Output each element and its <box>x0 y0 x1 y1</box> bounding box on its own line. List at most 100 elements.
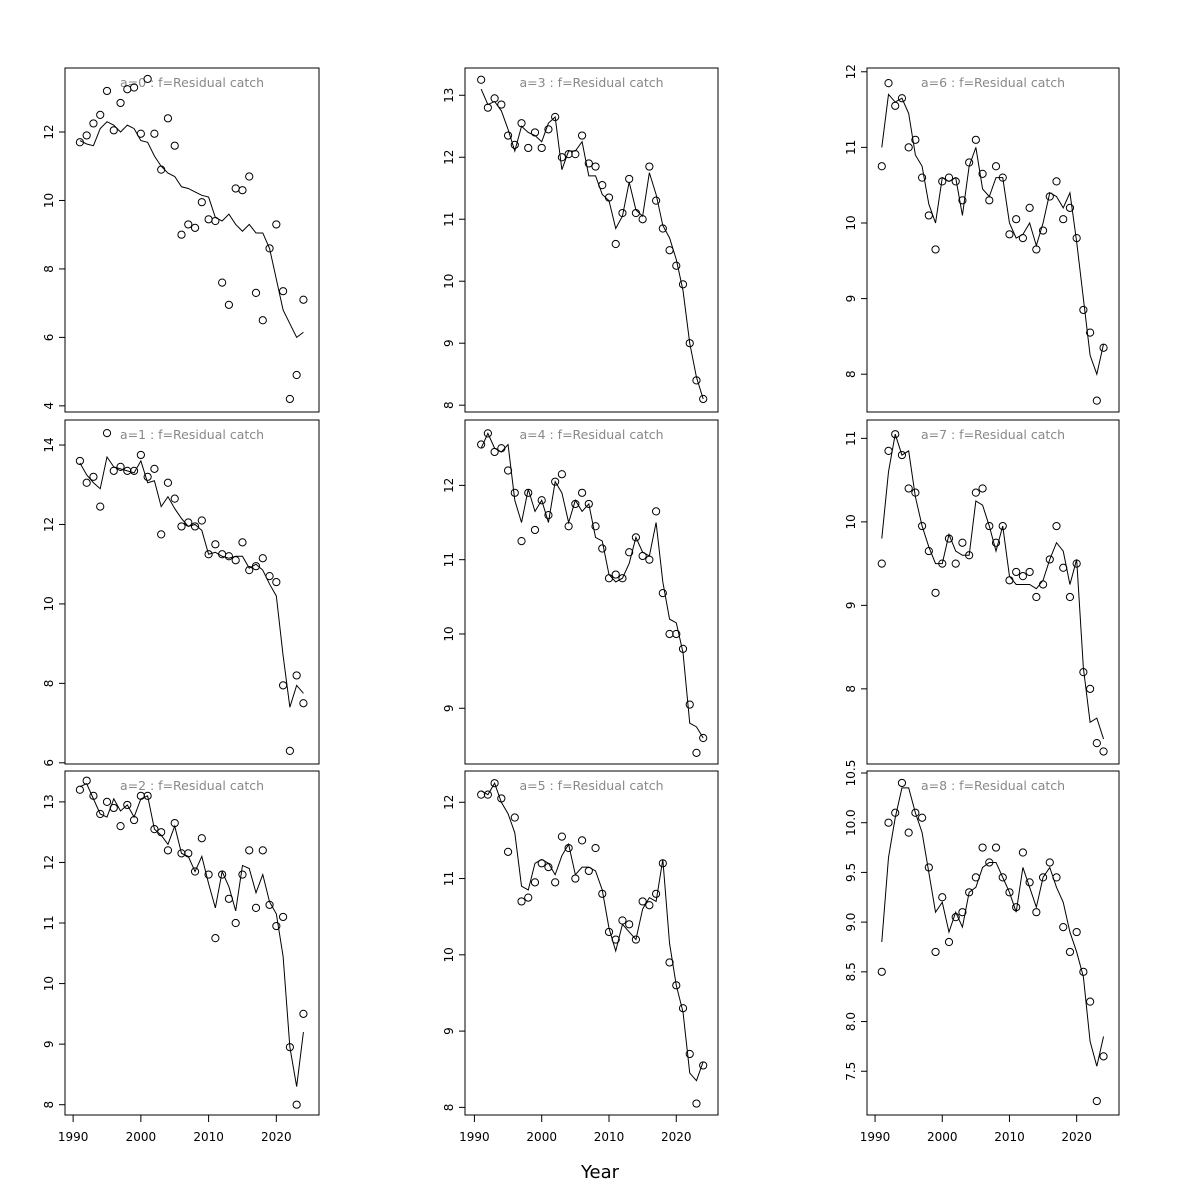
y-tick-label: 8 <box>42 1101 56 1109</box>
data-point <box>143 472 152 481</box>
data-point <box>978 484 987 493</box>
data-point <box>537 496 546 505</box>
data-point <box>143 74 152 84</box>
data-point <box>699 394 708 404</box>
panel-title: a=5 : f=Residual catch <box>519 778 663 793</box>
data-point <box>591 162 600 171</box>
data-point <box>557 832 566 841</box>
data-point <box>299 295 308 304</box>
panel-title: a=3 : f=Residual catch <box>519 75 663 90</box>
data-point <box>897 778 907 788</box>
data-point <box>604 574 614 583</box>
data-point <box>292 370 301 380</box>
data-point <box>904 143 913 152</box>
data-point <box>211 540 220 549</box>
data-point <box>658 589 667 598</box>
data-point <box>877 162 886 171</box>
data-point <box>224 552 234 561</box>
data-point <box>285 394 294 404</box>
data-point <box>238 186 247 195</box>
data-point <box>877 559 886 568</box>
data-point <box>163 478 173 487</box>
data-point <box>150 464 159 473</box>
data-point <box>197 198 206 207</box>
y-tick-label: 10 <box>42 596 56 611</box>
data-point <box>584 499 593 509</box>
data-point <box>1065 592 1075 602</box>
data-point <box>1059 215 1068 224</box>
y-tick-label: 10 <box>442 947 456 962</box>
data-point <box>530 878 540 887</box>
data-point <box>638 897 647 906</box>
data-point <box>1018 572 1028 581</box>
plot-frame <box>464 67 719 413</box>
data-point <box>129 466 139 475</box>
data-point <box>299 1009 308 1018</box>
x-tick-label: 2010 <box>994 1130 1025 1144</box>
fit-line <box>79 783 304 1087</box>
data-point <box>258 554 267 563</box>
y-tick-label: 9 <box>844 295 858 303</box>
y-tick-label: 8 <box>42 265 56 273</box>
data-point <box>998 873 1007 882</box>
data-point <box>1065 947 1075 957</box>
data-point <box>944 937 954 947</box>
data-point <box>692 1099 701 1108</box>
panel-title: a=1 : f=Residual catch <box>120 427 264 442</box>
data-point <box>184 220 193 229</box>
data-point <box>1072 927 1081 937</box>
data-point <box>897 450 907 460</box>
data-point <box>931 947 940 957</box>
data-point <box>591 522 600 531</box>
data-point <box>911 135 920 144</box>
x-tick-label: 2020 <box>261 1130 292 1144</box>
y-tick-label: 10 <box>442 626 456 641</box>
data-point <box>109 126 118 135</box>
y-tick-label: 8 <box>844 685 858 693</box>
data-point <box>665 958 674 967</box>
data-point <box>631 533 641 542</box>
data-point <box>75 785 85 794</box>
y-tick-label: 11 <box>844 140 858 155</box>
data-point <box>143 791 152 800</box>
data-point <box>678 280 688 289</box>
data-point <box>672 981 681 990</box>
data-point <box>991 162 1001 171</box>
data-point <box>197 516 206 525</box>
data-point <box>891 808 900 817</box>
data-point <box>1079 305 1088 315</box>
x-tick-label: 1990 <box>58 1130 89 1144</box>
x-tick-label: 2020 <box>661 1130 692 1144</box>
plot-frame <box>64 67 320 413</box>
data-point <box>116 822 125 831</box>
data-point <box>958 538 967 547</box>
data-point <box>530 525 540 535</box>
data-point <box>116 462 125 471</box>
panel: a=4 : f=Residual catch 9 10 11 12 <box>442 419 719 765</box>
data-point <box>571 150 580 159</box>
data-point <box>483 790 492 799</box>
x-tick-label: 2000 <box>526 1130 557 1144</box>
data-point <box>891 101 900 110</box>
data-point <box>150 129 159 138</box>
panel: a=6 : f=Residual catch 8 9 10 11 12 <box>844 64 1120 413</box>
x-axis-label: Year <box>580 1162 620 1183</box>
data-point <box>238 870 247 879</box>
fit-line <box>881 434 1105 740</box>
y-tick-label: 10 <box>442 274 456 289</box>
data-point <box>985 196 994 205</box>
y-tick-label: 8 <box>442 401 456 409</box>
data-point <box>75 456 85 466</box>
data-point <box>625 548 634 557</box>
data-point <box>490 779 499 788</box>
data-point <box>497 100 506 109</box>
data-point <box>971 135 980 144</box>
data-point <box>884 818 893 827</box>
data-point <box>911 808 920 817</box>
data-point <box>1032 592 1041 602</box>
data-point <box>651 889 661 898</box>
data-point <box>82 131 91 140</box>
x-tick-label: 2010 <box>594 1130 625 1144</box>
data-point <box>1092 739 1101 748</box>
